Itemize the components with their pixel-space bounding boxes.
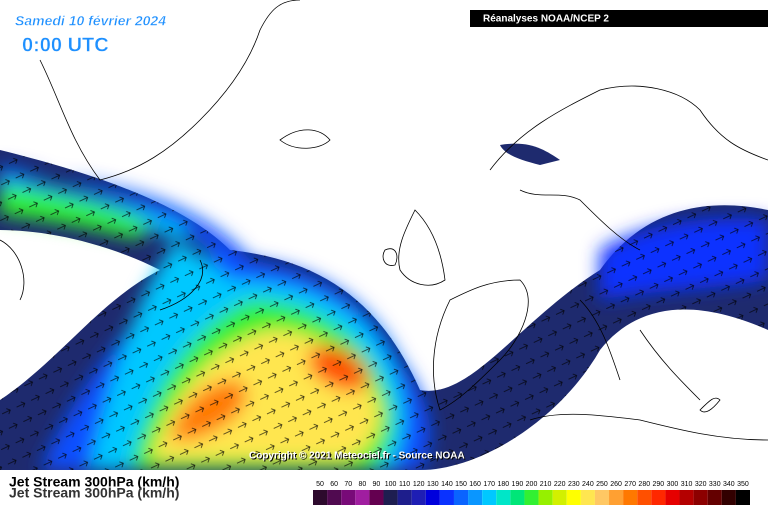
legend-label: 140 xyxy=(441,481,453,488)
legend-swatch xyxy=(369,490,384,505)
legend-swatch xyxy=(623,490,638,505)
copyright-shadow: Copyright © 2021 Meteociel.fr - Source N… xyxy=(250,452,466,463)
legend-swatch xyxy=(552,490,567,505)
legend-label: 210 xyxy=(540,481,552,488)
legend-label: 260 xyxy=(610,481,622,488)
legend-swatch xyxy=(524,490,539,505)
legend-label: 250 xyxy=(596,481,608,488)
source-label: Réanalyses NOAA/NCEP 2 xyxy=(483,14,609,25)
legend-swatch xyxy=(453,490,469,505)
legend-swatch xyxy=(355,490,370,505)
legend-label: 180 xyxy=(497,481,509,488)
legend-swatch xyxy=(496,490,511,505)
field-label-shadow: Jet Stream 300hPa (km/h) xyxy=(9,485,179,501)
legend-label: 220 xyxy=(554,481,566,488)
legend-swatch xyxy=(707,490,722,505)
legend-swatch xyxy=(609,490,624,505)
legend-label: 280 xyxy=(638,481,650,488)
legend-swatch xyxy=(665,490,680,505)
legend-label: 110 xyxy=(399,481,410,488)
legend-label: 270 xyxy=(624,481,636,488)
legend-swatch xyxy=(425,490,440,505)
legend-swatch xyxy=(383,490,398,505)
legend-label: 130 xyxy=(427,481,439,488)
legend-label: 330 xyxy=(709,481,721,488)
legend-swatch xyxy=(510,490,525,505)
legend-label: 160 xyxy=(469,481,481,488)
legend-label: 230 xyxy=(568,481,580,488)
legend-swatch xyxy=(397,490,412,505)
date-title: Samedi 10 février 2024 xyxy=(15,13,166,29)
legend-swatch xyxy=(594,490,610,505)
source-box xyxy=(470,10,768,27)
legend-swatch xyxy=(721,490,736,505)
legend-label: 340 xyxy=(723,481,735,488)
legend-label: 120 xyxy=(413,481,425,488)
legend-swatch xyxy=(679,490,694,505)
legend-label: 310 xyxy=(681,481,693,488)
legend-swatch xyxy=(651,490,666,505)
legend-label: 80 xyxy=(358,481,366,488)
jet-stream xyxy=(0,143,768,470)
legend-swatch xyxy=(468,490,483,505)
legend-label: 190 xyxy=(512,481,524,488)
legend-label: 70 xyxy=(344,481,352,488)
legend-label: 150 xyxy=(455,481,467,488)
legend-swatch xyxy=(313,490,328,505)
legend-label: 100 xyxy=(385,481,397,488)
legend-label: 320 xyxy=(695,481,707,488)
legend-swatch xyxy=(637,490,652,505)
legend-swatch xyxy=(439,490,454,505)
legend-swatch xyxy=(538,490,553,505)
legend-label: 170 xyxy=(483,481,495,488)
time-title: 0:00 UTC xyxy=(22,34,109,56)
field-label: Jet Stream 300hPa (km/h) xyxy=(9,474,179,490)
legend-label: 240 xyxy=(582,481,594,488)
legend-swatch xyxy=(327,490,342,505)
legend-swatch xyxy=(566,490,581,505)
legend-swatch xyxy=(693,490,708,505)
legend-swatch xyxy=(411,490,426,505)
legend: 50 60 70 80 90 100 110 120 130 140 150 160 170 180 190… xyxy=(313,481,750,505)
copyright: Copyright © 2021 Meteociel.fr - Source N… xyxy=(249,451,465,462)
legend-label: 200 xyxy=(526,481,538,488)
coastlines xyxy=(0,0,768,441)
legend-label: 300 xyxy=(667,481,679,488)
legend-swatch xyxy=(580,490,595,505)
legend-label: 60 xyxy=(330,481,338,488)
legend-label: 50 xyxy=(316,481,324,488)
legend-swatch xyxy=(341,490,356,505)
legend-swatch xyxy=(482,490,497,505)
legend-label: 350 xyxy=(737,481,749,488)
legend-swatch xyxy=(735,490,750,505)
legend-label: 90 xyxy=(373,481,381,488)
map xyxy=(0,0,768,470)
legend-label: 290 xyxy=(653,481,665,488)
